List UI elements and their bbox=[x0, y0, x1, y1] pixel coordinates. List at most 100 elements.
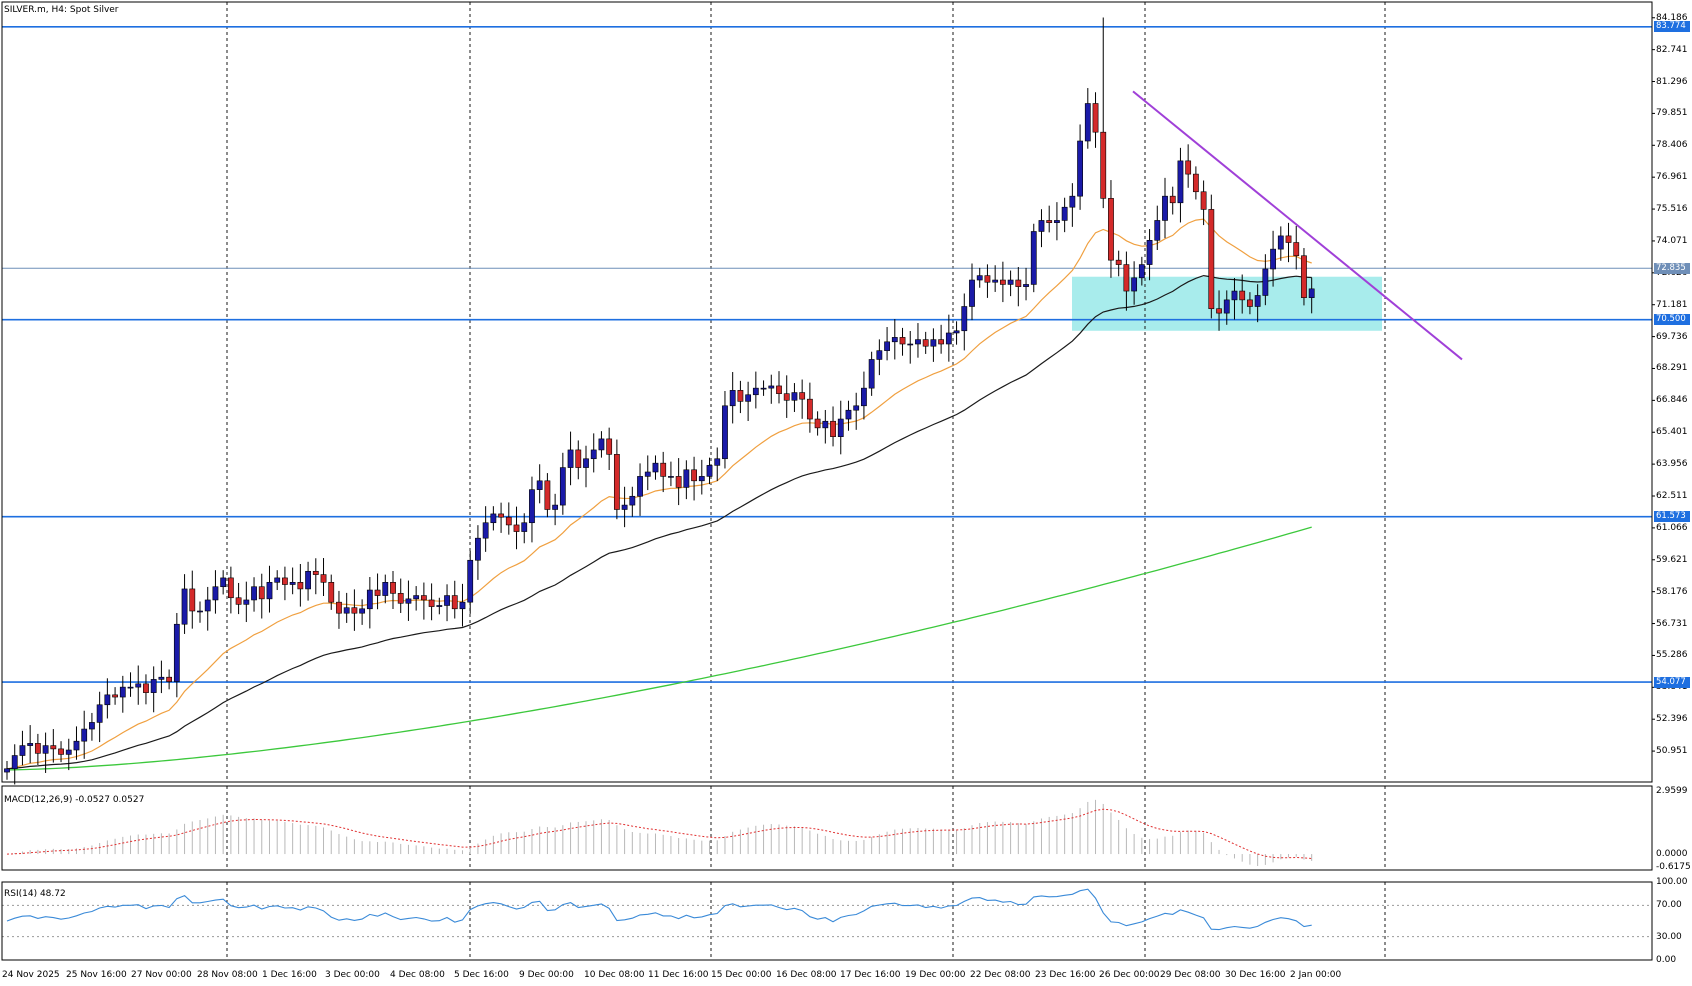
candle-body bbox=[1100, 131, 1107, 199]
candle-body bbox=[969, 279, 975, 307]
candle-body bbox=[660, 462, 667, 477]
candle-body bbox=[830, 420, 836, 437]
time-tick-label: 1 Dec 16:00 bbox=[262, 970, 317, 980]
candle-body bbox=[266, 582, 273, 600]
time-tick-label: 25 Nov 16:00 bbox=[66, 970, 127, 980]
candle-body bbox=[189, 588, 196, 612]
time-tick-label: 2 Jan 00:00 bbox=[1290, 970, 1342, 980]
candle-body bbox=[884, 341, 890, 351]
candle-body bbox=[1285, 235, 1292, 243]
candle-body bbox=[1092, 103, 1099, 133]
time-tick-label: 9 Dec 00:00 bbox=[519, 970, 574, 980]
candle-body bbox=[312, 570, 319, 575]
time-tick-label: 4 Dec 08:00 bbox=[390, 970, 445, 980]
candle-body bbox=[737, 390, 744, 402]
candle-body bbox=[135, 683, 142, 688]
price-tick-label: 78.406 bbox=[1656, 140, 1688, 151]
price-tick-label: 69.736 bbox=[1656, 331, 1688, 342]
candle-body bbox=[806, 398, 813, 420]
candle-body bbox=[50, 745, 57, 750]
candle-body bbox=[945, 332, 952, 345]
candle-body bbox=[451, 595, 458, 610]
candle-body bbox=[436, 605, 443, 607]
rsi-tick-label: 100.00 bbox=[1656, 877, 1688, 887]
candle-body bbox=[1162, 195, 1168, 221]
candle-body bbox=[320, 574, 327, 583]
rsi-line bbox=[6, 888, 1312, 931]
candle-body bbox=[397, 593, 404, 604]
candle-body bbox=[637, 476, 643, 497]
candle-body bbox=[590, 449, 597, 460]
candle-body bbox=[1277, 235, 1284, 250]
candle-body bbox=[999, 279, 1006, 285]
candle-body bbox=[444, 595, 450, 606]
macd-tick-label: 0.0000 bbox=[1656, 849, 1688, 860]
time-tick-label: 26 Dec 00:00 bbox=[1099, 970, 1160, 980]
candle-body bbox=[644, 471, 651, 477]
price-tick-label: 61.066 bbox=[1656, 522, 1688, 533]
candle-body bbox=[1077, 140, 1083, 197]
candle-body bbox=[119, 686, 126, 698]
candle-body bbox=[505, 516, 512, 526]
candle-body bbox=[212, 586, 219, 601]
candle-body bbox=[814, 418, 821, 429]
candle-body bbox=[752, 387, 759, 396]
candle-body bbox=[598, 438, 605, 451]
price-tag: 54.077 bbox=[1654, 676, 1690, 688]
candle-body bbox=[282, 577, 288, 585]
candle-body bbox=[868, 359, 875, 389]
candle-body bbox=[722, 405, 728, 460]
candle-body bbox=[837, 418, 844, 437]
price-tick-label: 76.961 bbox=[1656, 172, 1688, 183]
candle-body bbox=[328, 582, 335, 603]
candle-body bbox=[683, 469, 690, 488]
candle-body bbox=[366, 589, 373, 610]
candle-body bbox=[922, 339, 929, 347]
candle-body bbox=[251, 586, 257, 601]
candle-body bbox=[1146, 240, 1153, 265]
macd-signal-line bbox=[6, 808, 1312, 859]
candle-body bbox=[89, 722, 95, 730]
rsi-label: RSI(14) 48.72 bbox=[4, 889, 66, 899]
rsi-tick-label: 30.00 bbox=[1656, 931, 1682, 942]
candle-body bbox=[390, 582, 396, 594]
price-tick-label: 58.176 bbox=[1656, 586, 1688, 597]
candle-body bbox=[853, 405, 860, 411]
candle-body bbox=[27, 743, 34, 746]
candle-body bbox=[1038, 220, 1045, 232]
candle-body bbox=[482, 522, 489, 539]
candle-body bbox=[899, 337, 906, 345]
candle-body bbox=[73, 740, 80, 751]
candle-body bbox=[359, 608, 366, 614]
candle-body bbox=[976, 275, 983, 281]
time-tick-label: 29 Dec 08:00 bbox=[1160, 970, 1221, 980]
price-tick-label: 56.731 bbox=[1656, 618, 1688, 629]
candle-body bbox=[96, 704, 103, 723]
candle-body bbox=[799, 392, 806, 400]
macd-tick-label: 2.9599 bbox=[1656, 786, 1688, 797]
price-tick-label: 68.291 bbox=[1656, 363, 1688, 374]
candle-body bbox=[714, 458, 721, 466]
price-tag: 70.500 bbox=[1654, 314, 1690, 326]
candle-body bbox=[536, 480, 543, 490]
candle-body bbox=[729, 390, 736, 407]
candle-body bbox=[953, 330, 960, 334]
candle-body bbox=[1262, 268, 1269, 296]
time-tick-label: 23 Dec 16:00 bbox=[1035, 970, 1096, 980]
time-tick-label: 16 Dec 08:00 bbox=[776, 970, 837, 980]
candle-body bbox=[1169, 195, 1176, 204]
candle-body bbox=[127, 686, 134, 689]
candle-body bbox=[289, 582, 296, 585]
price-tick-label: 71.181 bbox=[1656, 299, 1688, 310]
candle-body bbox=[1108, 198, 1114, 261]
candle-body bbox=[1030, 231, 1037, 285]
candle-body bbox=[1270, 248, 1276, 270]
candle-body bbox=[915, 339, 921, 345]
price-tick-label: 63.956 bbox=[1656, 459, 1688, 470]
candle-body bbox=[552, 504, 559, 510]
candle-body bbox=[274, 577, 281, 583]
candle-body bbox=[583, 458, 589, 468]
candle-body bbox=[567, 449, 574, 468]
price-tick-label: 82.741 bbox=[1656, 44, 1688, 55]
